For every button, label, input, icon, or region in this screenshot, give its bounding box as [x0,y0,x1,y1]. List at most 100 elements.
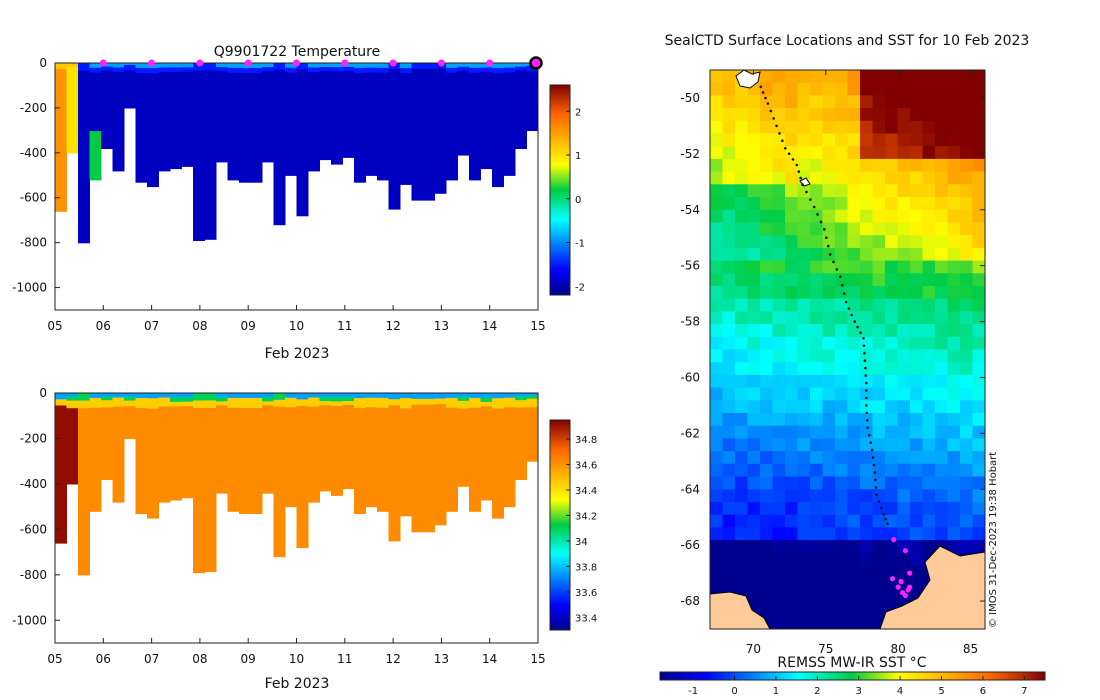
profile-cell [285,86,297,92]
profile-cell [262,128,274,134]
sst-cell [885,82,899,96]
profile-cell [170,419,182,425]
sst-cell [747,120,761,135]
profile-cell [526,105,538,109]
profile-cell [365,81,378,87]
profile-cell [101,66,113,71]
profile-cell [101,403,113,408]
profile-cell [526,116,538,120]
profile-cell [457,139,470,145]
profile-cell [181,144,194,150]
profile-cell [377,407,389,414]
sst-cell [897,425,911,439]
sst-cell [935,247,949,262]
x-tick-label: 05 [47,319,62,333]
profile-cell [331,138,343,144]
sst-cell [797,425,811,439]
profile-cell [515,130,527,135]
profile-cell [181,123,194,129]
sst-cell [785,247,799,262]
profile-cell [55,424,67,432]
profile-cell [147,145,159,151]
profile-cell [296,177,309,185]
profile-cell [388,528,401,536]
profile-cell [147,455,159,462]
map-frame [709,69,986,630]
sst-cell [847,324,861,338]
profile-cell [55,168,67,175]
sst-cell [810,120,824,135]
profile-cell [124,434,136,438]
profile-cell [400,469,412,476]
profile-cell [239,403,251,409]
profile-cell [124,415,136,419]
sst-cell [885,552,899,567]
profile-cell [112,488,125,494]
sst-cell [847,82,861,96]
profile-cell [170,155,182,161]
profile-cell [354,82,366,89]
sst-cell [822,82,836,96]
profile-cell [273,474,286,483]
sst-cell [772,413,786,427]
profile-cell [423,497,435,504]
profile-cell [89,145,102,152]
profile-cell [66,137,79,143]
profile-cell [124,427,136,430]
profile-cell [250,393,263,399]
profile-cell [480,464,493,470]
profile-cell [480,486,493,492]
track-point [865,404,868,407]
profile-cell [400,479,412,486]
profile-cell [319,441,332,447]
sst-cell [960,451,974,465]
profile-cell [250,117,263,124]
profile-cell [193,542,205,551]
profile-cell [101,119,113,125]
profile-cell [469,422,481,428]
profile-cell [262,108,274,113]
sst-cell [947,108,961,122]
profile-cell [388,160,401,167]
profile-cell [89,452,102,458]
profile-cell [216,438,228,444]
profile-cell [423,74,435,81]
profile-cell [457,439,470,445]
profile-cell [101,439,113,444]
profile-cell [503,454,516,460]
profile-cell [365,72,378,78]
sst-cell [810,324,824,338]
profile-cell [377,111,389,118]
profile-cell [515,414,527,419]
profile-cell [308,483,320,489]
profile-cell [365,454,378,460]
profile-cell [319,437,332,443]
profile-cell [147,460,159,467]
profile-cell [308,166,320,172]
antarctic-landmass [710,70,985,629]
sst-cell [747,540,761,554]
profile-cell [193,467,205,476]
profile-cell [400,83,412,89]
profile-cell [204,209,217,218]
profile-cell [319,445,332,451]
sst-cell [785,489,799,503]
profile-cell [319,458,332,463]
profile-cell [124,66,136,70]
profile-cell [204,459,217,468]
profile-cell [239,448,251,454]
profile-cell [250,453,263,459]
sst-cell [860,158,874,173]
profile-cell [193,482,205,491]
sst-cell [822,349,836,363]
profile-cell [423,445,435,452]
profile-cell [354,443,366,449]
profile-cell [158,121,171,127]
profile-cell [78,461,90,470]
sst-cell [760,273,774,287]
sst-cell [922,286,936,300]
profile-cell [480,133,493,139]
profile-cell [354,468,366,474]
sst-cell [872,552,886,567]
profile-cell [181,454,194,459]
